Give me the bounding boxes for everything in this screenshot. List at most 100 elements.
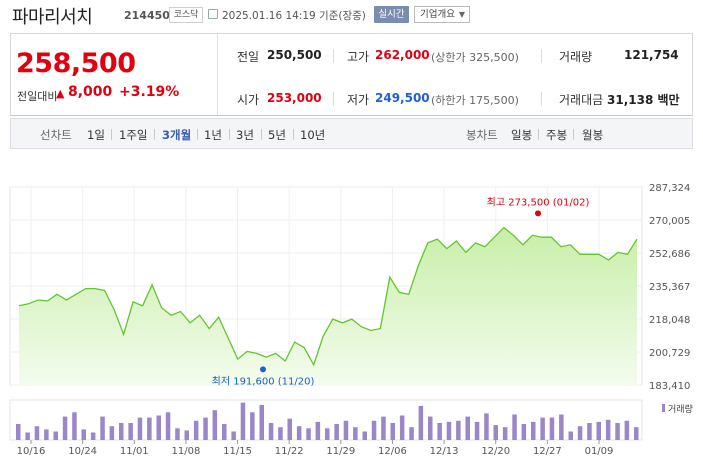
volume-bar [128,423,133,440]
volume-bar [587,423,592,440]
volume-bar [250,412,255,440]
volume-bar [484,413,489,440]
current-price-panel: 258,500 전일대비 ▲ 8,000 +3.19% [11,34,218,115]
volume-bar [34,426,40,440]
divider [197,129,198,140]
volume-bar [119,423,124,440]
volume-bar [577,426,583,440]
company-overview-label: 기업개요 [420,9,455,20]
line-chart-label: 선차트 [40,128,72,142]
volume-bar [137,417,143,440]
high-annotation: 최고 273,500 (01/02) [487,196,590,208]
period-1w[interactable]: 1주일 [119,128,148,142]
volume-bar [568,431,573,440]
volume-bar [474,421,480,440]
volume-bar [53,431,58,440]
low-label: 저가 [347,93,370,107]
volume-bar [465,416,470,440]
quote-timestamp: 2025.01.16 14:19 기준(장중) [222,10,366,22]
volume-bar [446,421,452,440]
lower-limit: (하한가 175,500) [431,94,519,107]
market-badge: 코스닥 [169,7,203,23]
volume-bar [193,420,199,440]
change-value: 8,000 [68,84,113,100]
x-tick-label: 12/27 [533,446,562,457]
volume-bar [343,420,349,440]
period-10y[interactable]: 10년 [300,128,326,142]
volume-bar [399,415,405,440]
volume-bar [147,417,152,440]
chart-period-bar: 선차트 1일 1주일 3개월 1년 3년 5년 10년 봉차트 일봉 주봉 월봉 [10,118,693,149]
divider [333,92,334,106]
volume-bar [531,421,536,440]
volume-bar [16,424,21,440]
stock-title-bar: 파마리서치 214450 코스닥 2025.01.16 14:19 기준(장중)… [0,0,703,30]
divider [111,129,112,140]
open-value: 253,000 [267,91,322,105]
x-tick-label: 10/16 [17,446,46,457]
price-chart[interactable]: 287,324 270,005 252,686 235,367 218,048 200,7… [0,178,703,473]
x-tick-label: 10/24 [68,446,97,457]
volume-bar [624,420,630,440]
x-tick-label: 11/22 [275,446,304,457]
volume-bar [634,427,639,440]
x-tick-label: 11/15 [223,446,252,457]
y-tick-label: 235,367 [649,282,690,293]
y-tick-label: 252,686 [649,249,690,260]
divider [538,129,539,140]
period-1d[interactable]: 1일 [87,128,105,142]
volume-bar [596,421,601,440]
volume-bar [428,416,433,440]
high-value: 262,000 [375,48,430,62]
change-rate: +3.19% [119,84,180,100]
open-label: 시가 [237,93,260,107]
volume-bar [109,426,115,440]
volume-bar [222,424,227,440]
volume-bar [390,423,395,440]
volume-bar [315,421,321,440]
divider [541,92,542,106]
volume-bar [362,431,367,440]
price-chart-svg: 287,324 270,005 252,686 235,367 218,048 200,7… [9,183,693,457]
x-tick-label: 01/09 [585,446,614,457]
volume-bar [371,420,377,440]
high-marker [535,210,541,217]
volume-bar [184,430,189,440]
volume-bar [165,412,171,440]
divider [541,49,542,63]
period-3m[interactable]: 3개월 [162,128,192,142]
candle-weekly[interactable]: 주봉 [546,128,568,142]
candle-daily[interactable]: 일봉 [511,128,533,142]
volume-bar [381,416,386,440]
stock-name: 파마리서치 [12,7,93,28]
divider [293,129,294,140]
divider [229,129,230,140]
current-price: 258,500 [16,48,136,79]
volume-bar [90,432,96,440]
candle-monthly[interactable]: 월봉 [582,128,604,142]
volume-bar [437,423,442,440]
volume-bar [605,419,611,440]
period-1y[interactable]: 1년 [204,128,222,142]
realtime-button[interactable]: 실시간 [374,6,409,23]
volume-bar [540,417,545,440]
x-tick-label: 11/01 [120,446,149,457]
y-tick-label: 270,005 [649,216,690,227]
period-5y[interactable]: 5년 [268,128,286,142]
x-tick-label: 11/08 [171,446,200,457]
volume-bar [456,420,461,440]
company-overview-dropdown[interactable]: 기업개요 ▼ [414,6,470,23]
volume-bar [240,402,246,440]
x-tick-label: 11/29 [326,446,355,457]
clock-icon [208,9,218,19]
volume-bar [278,427,283,440]
volume-bar [25,432,30,440]
low-annotation: 최저 191,600 (11/20) [212,375,315,387]
period-3y[interactable]: 3년 [236,128,254,142]
volume-bar [353,427,358,440]
price-area-fill [19,227,637,385]
volume-bar [259,404,264,440]
volume-bar [559,414,564,440]
low-marker [260,366,266,373]
up-triangle-icon: ▲ [56,87,65,100]
